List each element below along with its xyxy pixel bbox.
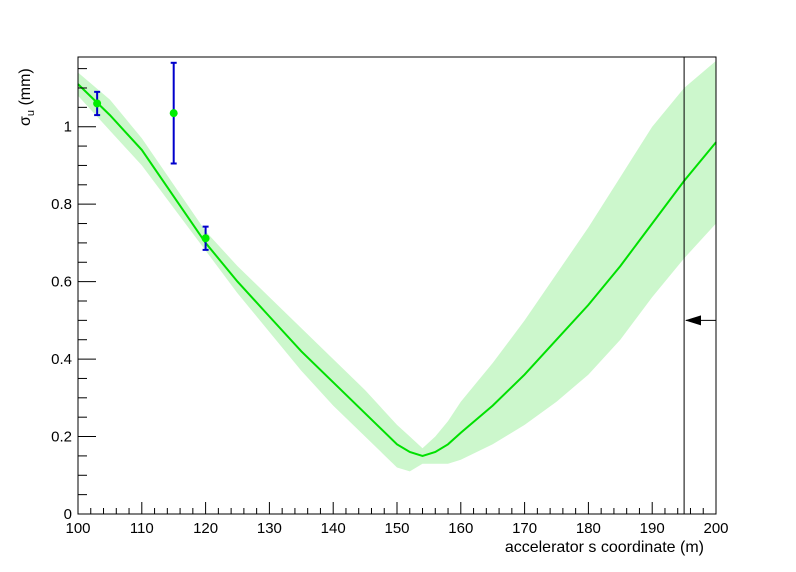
x-tick-label: 170 [512, 520, 537, 537]
x-tick-label: 140 [321, 520, 346, 537]
y-tick-label: 1 [64, 119, 72, 136]
arrow-left-icon [685, 315, 701, 326]
x-tick-label: 120 [193, 520, 218, 537]
y-axis-title-symbol: σ [17, 116, 34, 126]
x-axis-title: accelerator s coordinate (m) [505, 539, 704, 556]
x-tick-label: 160 [448, 520, 473, 537]
x-tick-label: 190 [640, 520, 665, 537]
x-tick-label: 200 [703, 520, 728, 537]
fit-curve-layer [77, 83, 717, 457]
x-tick-label: 180 [576, 520, 601, 537]
y-axis-title-unit: (mm) [17, 68, 34, 110]
axes-layer: 100 110 120 130 140 150 160 170 180 190 200 0 0.2 0.4… [51, 68, 729, 537]
x-tick-label: 100 [65, 520, 90, 537]
x-tick-label: 130 [257, 520, 282, 537]
fit-uncertainty-band-layer [78, 60, 716, 472]
fit-uncertainty-band [78, 60, 716, 472]
measurement-point-2 [169, 61, 178, 165]
y-tick-label: 0 [64, 506, 72, 523]
y-tick-label: 0.8 [51, 196, 72, 213]
y-axis-title: σu (mm) [17, 68, 37, 126]
measurement-point-1 [93, 90, 102, 117]
y-tick-label: 0.2 [51, 429, 72, 446]
data-point [201, 234, 210, 243]
measurement-points-layer [93, 61, 210, 251]
data-point [169, 109, 178, 118]
fit-curve [77, 83, 717, 457]
measurement-point-3 [201, 225, 210, 251]
data-point [93, 99, 102, 108]
y-axis-title-subscript: u [25, 110, 37, 116]
annotation-layer [683, 57, 716, 514]
y-tick-label: 0.6 [51, 274, 72, 291]
x-tick-label: 150 [384, 520, 409, 537]
x-tick-label: 110 [130, 520, 154, 537]
y-tick-label: 0.4 [51, 351, 72, 368]
